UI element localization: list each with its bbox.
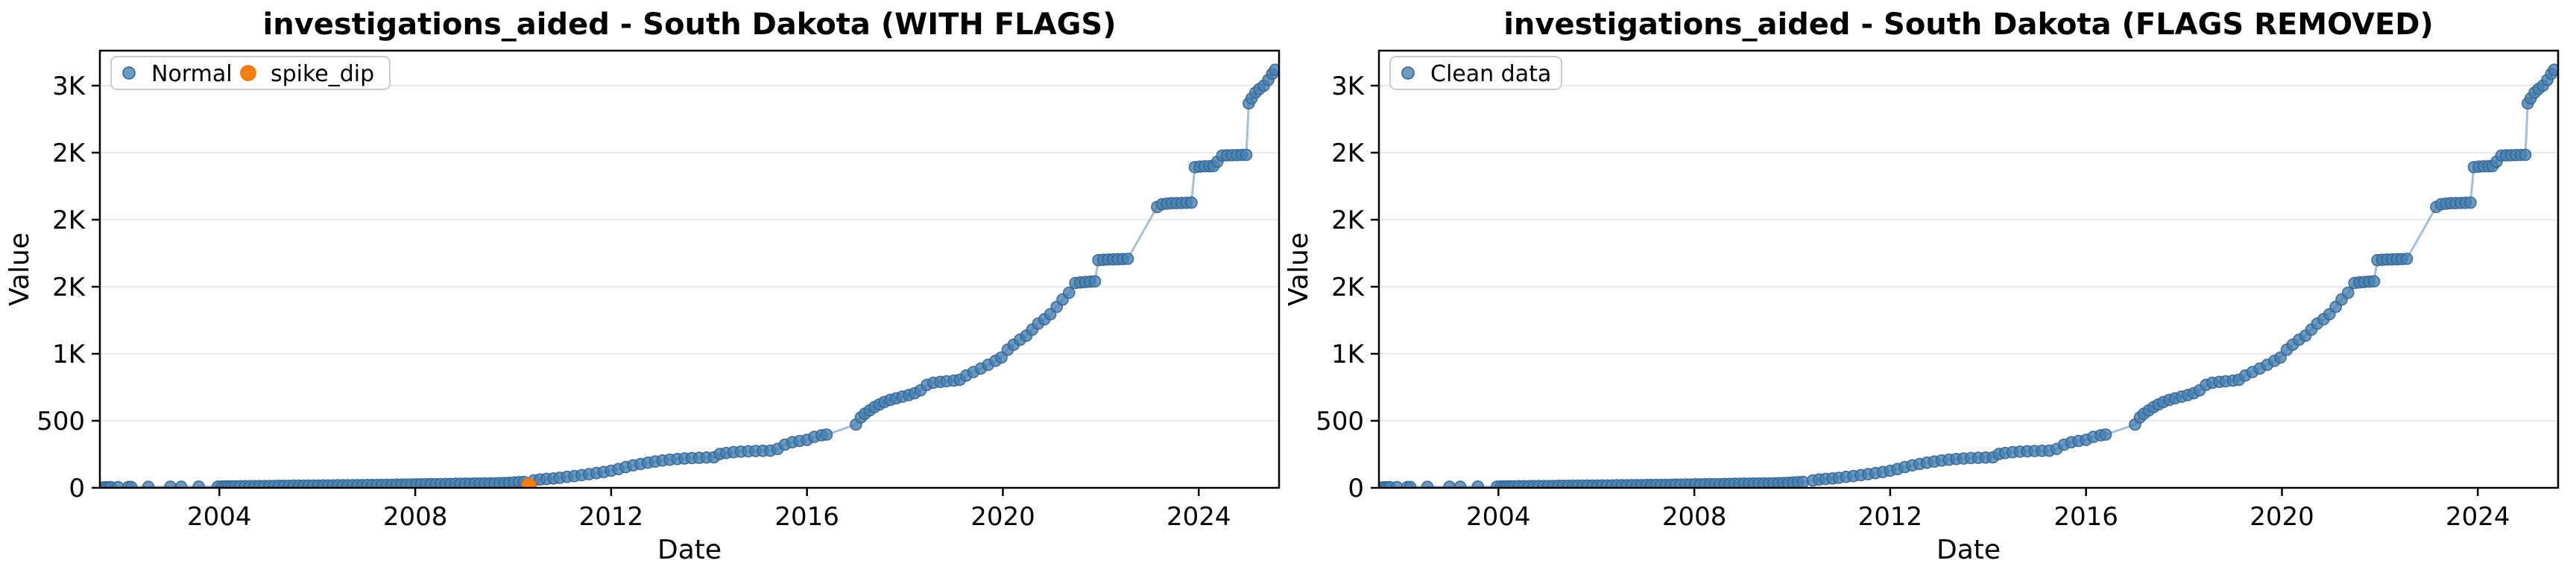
data-layer <box>1379 63 2558 488</box>
y-tick-label: 0 <box>1348 474 1364 503</box>
legend-label: spike_dip <box>271 61 374 87</box>
data-point <box>1269 63 1279 76</box>
x-tick-label: 2016 <box>774 502 839 532</box>
data-point <box>2099 428 2112 441</box>
x-tick-label: 2008 <box>383 502 448 532</box>
flagged-points <box>521 477 537 488</box>
normal-marker-icon <box>122 66 136 80</box>
normal-marker-icon <box>1401 66 1415 80</box>
y-tick-label: 2K <box>52 139 86 168</box>
data-point <box>2400 252 2414 265</box>
y-tick-label: 2K <box>1331 273 1366 302</box>
spike-dip-marker-icon <box>240 65 256 81</box>
y-tick-label: 2K <box>1331 139 1366 168</box>
y-tick-label: 2K <box>52 206 86 235</box>
data-point <box>2367 275 2381 288</box>
y-axis-label: Value <box>1284 232 1314 306</box>
data-point <box>174 480 188 488</box>
data-point <box>1062 286 1076 299</box>
x-tick-label: 2024 <box>1167 502 1231 532</box>
data-point <box>1088 275 1102 288</box>
x-tick-label: 2004 <box>187 502 252 532</box>
data-point <box>1443 480 1456 488</box>
chart-with-flags: 0 500 1K 2K 2K 2K 3K 2004 2008 2012 2016 2020 2024 in… <box>4 7 1281 565</box>
data-point <box>2548 63 2558 76</box>
y-tick-label: 2K <box>1331 206 1366 235</box>
y-tick-label: 1K <box>1331 340 1366 369</box>
data-point <box>142 480 155 488</box>
chart-title: investigations_aided - South Dakota (FLA… <box>1503 7 2434 42</box>
plot-border <box>1377 49 2560 489</box>
legend-label: Normal <box>151 61 233 87</box>
y-tick-label: 3K <box>1331 72 1366 101</box>
normal-points <box>1379 63 2558 488</box>
x-tick-label: 2024 <box>2446 502 2510 532</box>
data-point <box>192 480 205 488</box>
data-point <box>164 480 177 488</box>
data-point <box>1453 480 1467 488</box>
x-tick-label: 2020 <box>970 502 1035 532</box>
data-point <box>2519 148 2532 162</box>
y-tick-label: 2K <box>52 273 86 302</box>
chart-flags-removed: 0 500 1K 2K 2K 2K 3K 2004 2008 2012 2016 2020 2024 in… <box>1284 7 2560 565</box>
normal-points <box>100 63 1279 488</box>
y-tick-label: 500 <box>37 407 85 436</box>
x-tick-label: 2008 <box>1662 502 1727 532</box>
plot-border <box>98 49 1281 489</box>
data-point <box>1421 480 1434 488</box>
data-point <box>1185 196 1198 209</box>
x-tick-label: 2020 <box>2250 502 2314 532</box>
data-layer <box>100 63 1279 488</box>
x-tick-label: 2012 <box>1858 502 1923 532</box>
flagged-point <box>521 477 537 488</box>
y-axis-label: Value <box>4 232 35 306</box>
y-tick-label: 500 <box>1316 407 1364 436</box>
data-point <box>2341 286 2355 299</box>
y-tick-label: 3K <box>52 72 86 101</box>
y-tick-label: 0 <box>69 474 85 503</box>
y-tick-label: 1K <box>52 340 86 369</box>
x-tick-label: 2004 <box>1466 502 1531 532</box>
legend: Normal spike_dip <box>110 56 391 90</box>
data-point <box>820 428 833 441</box>
chart-title: investigations_aided - South Dakota (WIT… <box>263 7 1117 42</box>
legend-box <box>1389 56 1562 90</box>
data-point <box>1121 252 1134 265</box>
x-tick-label: 2016 <box>2053 502 2118 532</box>
x-tick-label: 2012 <box>579 502 644 532</box>
data-point <box>2464 196 2477 209</box>
data-point <box>1471 480 1484 488</box>
legend: Clean data <box>1389 56 1562 90</box>
legend-label: Clean data <box>1430 61 1551 87</box>
data-point <box>1240 148 1253 162</box>
x-axis-label: Date <box>657 535 722 565</box>
x-axis-label: Date <box>1936 535 2001 565</box>
